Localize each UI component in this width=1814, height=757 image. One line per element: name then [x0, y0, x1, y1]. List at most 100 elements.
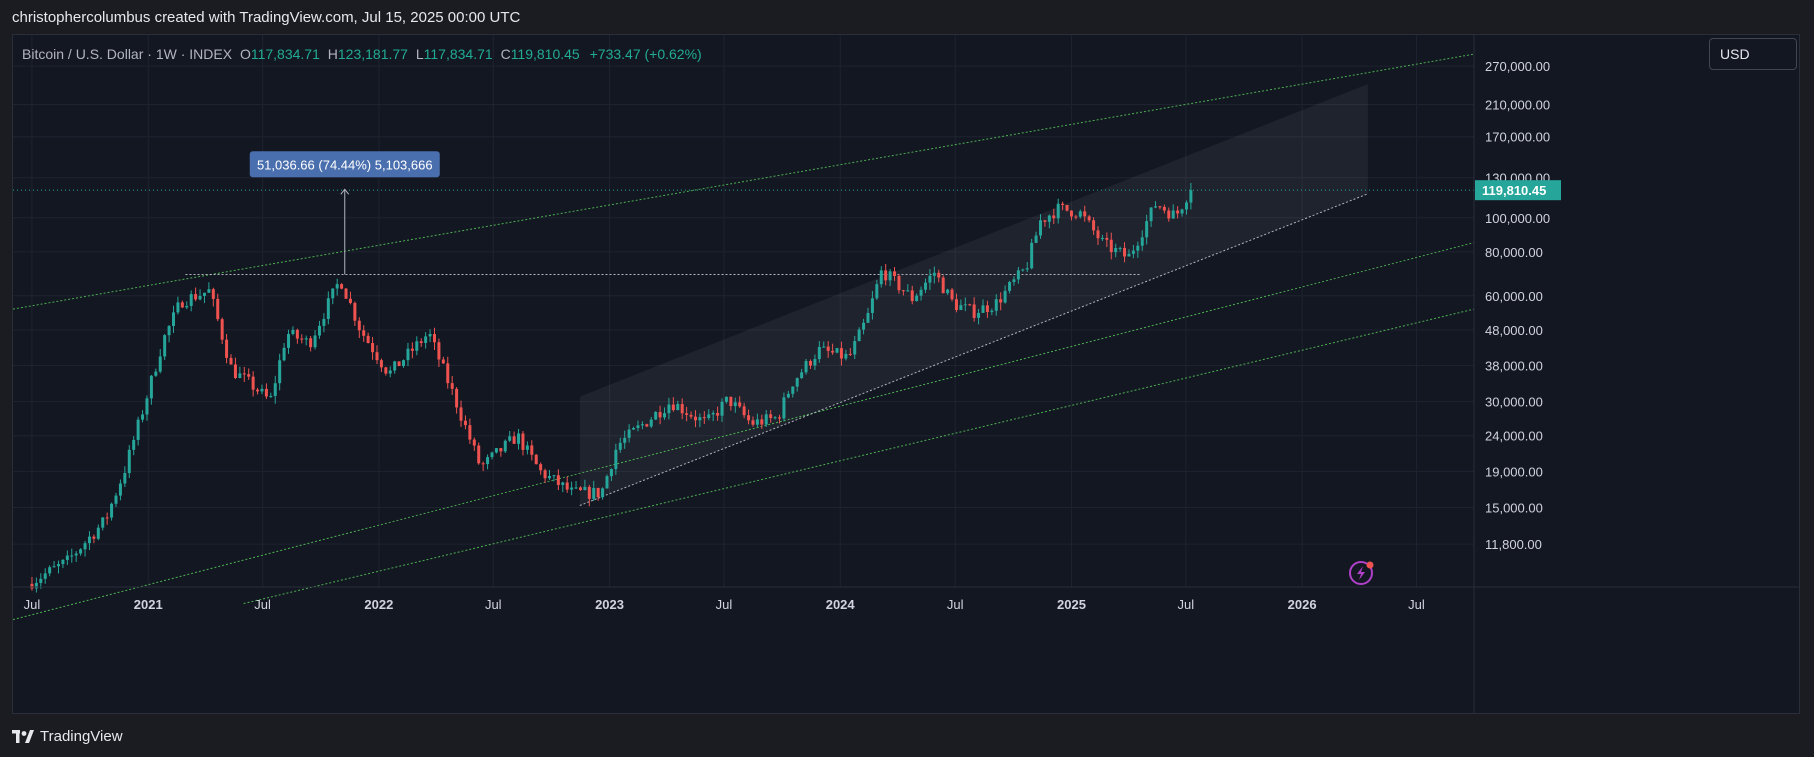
candle-body: [959, 305, 963, 310]
candle-body: [1096, 230, 1100, 239]
high-label: H: [327, 46, 338, 62]
price-chart[interactable]: 51,036.66 (74.44%) 5,103,666 11,800.00 15…: [13, 35, 1799, 713]
candle-body: [145, 398, 149, 415]
candle-body: [525, 445, 529, 450]
candle-body: [490, 452, 494, 458]
candle-body: [915, 295, 919, 302]
candle-body: [499, 448, 503, 452]
candle-body: [450, 383, 454, 389]
candle-body: [632, 427, 636, 430]
candle-body: [136, 419, 140, 440]
candle-body: [459, 407, 463, 421]
candle-body: [941, 277, 945, 294]
candle-body: [1167, 210, 1171, 219]
candle-body: [39, 578, 43, 583]
drawing-overlays: 51,036.66 (74.44%) 5,103,666: [13, 53, 1475, 621]
candle-body: [658, 412, 662, 418]
time-tick-label: Jul: [947, 597, 964, 612]
candle-body: [923, 282, 927, 290]
candle-body: [1109, 239, 1113, 253]
candle-body: [831, 350, 835, 353]
candle-body: [534, 454, 538, 465]
close-value: 119,810.45: [510, 46, 580, 62]
candle-body: [229, 357, 233, 365]
candle-body: [486, 457, 490, 465]
candle-body: [999, 299, 1003, 303]
candle-body: [556, 475, 560, 485]
candle-body: [189, 294, 193, 306]
alert-dot: [1366, 561, 1374, 569]
chart-pane[interactable]: 51,036.66 (74.44%) 5,103,666 11,800.00 15…: [12, 34, 1800, 714]
candle-body: [1105, 237, 1109, 240]
candle-body: [503, 440, 507, 452]
candle-body: [335, 284, 339, 289]
candle-body: [300, 338, 304, 340]
low-value: 117,834.71: [423, 46, 493, 62]
last-price-badge: [1475, 180, 1561, 201]
candle-body: [609, 469, 613, 477]
price-tick-label: 24,000.00: [1485, 429, 1543, 444]
footer-bar: [0, 714, 1814, 757]
candle-body: [379, 360, 383, 368]
candle-body: [366, 335, 370, 344]
candle-body: [340, 284, 344, 289]
candle-body: [530, 445, 534, 455]
candle-body: [561, 482, 565, 485]
candle-body: [1043, 220, 1047, 222]
candle-body: [1078, 211, 1082, 217]
candle-body: [698, 417, 702, 421]
candle-body: [654, 412, 658, 420]
candle-body: [817, 346, 821, 360]
candle-body: [968, 304, 972, 306]
candle-body: [149, 375, 153, 399]
candle-body: [870, 298, 874, 313]
currency-button[interactable]: USD: [1709, 38, 1797, 70]
time-tick-label: Jul: [716, 597, 733, 612]
candle-body: [180, 302, 184, 308]
candle-body: [1100, 237, 1104, 239]
candle-body: [317, 325, 321, 336]
candle-body: [1061, 203, 1065, 205]
channel-line: [13, 242, 1475, 621]
high-value: 123,181.77: [337, 46, 408, 62]
candle-body: [247, 374, 251, 377]
candle-body: [552, 475, 556, 477]
candle-body: [163, 335, 167, 357]
candle-body: [79, 549, 83, 554]
candle-body: [114, 495, 118, 504]
candle-body: [623, 437, 627, 443]
candle-body: [406, 348, 410, 361]
brand-label: TradingView: [40, 727, 123, 745]
candle-body: [344, 288, 348, 299]
time-tick-label: 2021: [134, 597, 163, 612]
candle-body: [1012, 279, 1016, 283]
candle-body: [282, 347, 286, 361]
candle-body: [640, 424, 644, 426]
candle-body: [946, 289, 950, 294]
candle-body: [233, 364, 237, 378]
candle-body: [663, 413, 667, 418]
tradingview-brand[interactable]: TradingView: [12, 727, 123, 745]
candle-body: [172, 312, 176, 327]
candle-body: [402, 360, 406, 367]
candle-body: [278, 360, 282, 384]
candle-body: [928, 275, 932, 283]
candle-body: [1003, 290, 1007, 303]
candle-body: [1118, 247, 1122, 249]
candle-body: [65, 555, 69, 560]
candle-body: [242, 373, 246, 375]
candle-body: [596, 487, 600, 498]
candle-body: [313, 335, 317, 348]
candle-body: [645, 424, 649, 427]
candle-body: [132, 439, 136, 450]
candle-body: [70, 555, 74, 557]
candle-body: [43, 573, 47, 579]
candle-body: [158, 356, 162, 372]
candle-body: [711, 412, 715, 415]
candle-body: [906, 290, 910, 292]
candle-body: [1189, 190, 1193, 203]
candle-body: [570, 487, 574, 490]
time-tick-label: Jul: [1408, 597, 1425, 612]
candle-body: [463, 420, 467, 426]
candle-body: [636, 425, 640, 428]
